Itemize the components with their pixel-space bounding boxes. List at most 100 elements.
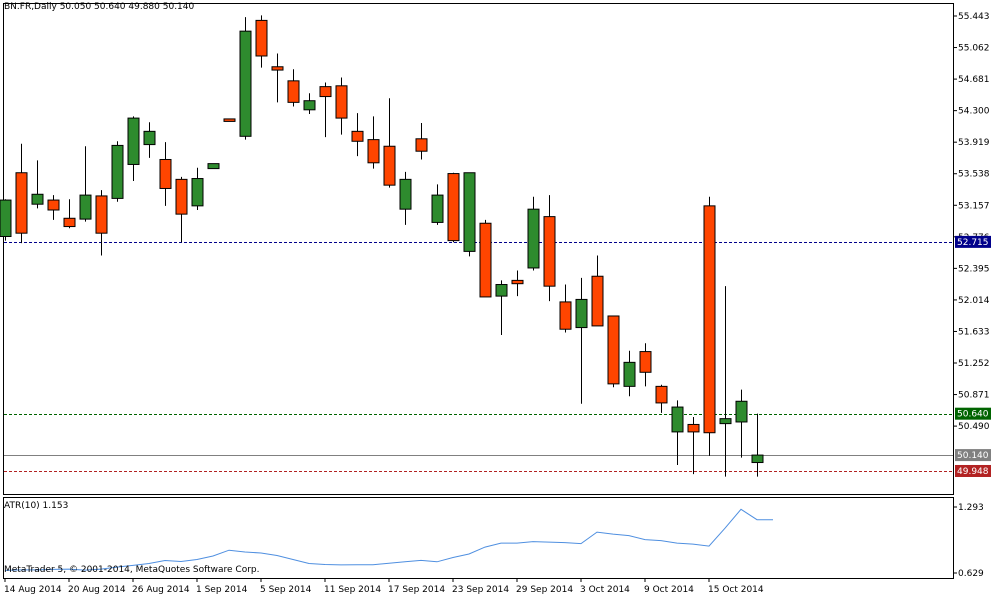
bear-candle-body	[655, 385, 668, 404]
candle[interactable]	[687, 416, 700, 475]
candle[interactable]	[703, 196, 716, 456]
bull-candle-body	[719, 418, 732, 425]
candle[interactable]	[0, 199, 12, 241]
candle[interactable]	[127, 116, 140, 182]
date-tick-label: 5 Sep 2014	[260, 585, 312, 595]
candle[interactable]	[463, 172, 476, 257]
candle[interactable]	[639, 343, 652, 387]
candle[interactable]	[495, 280, 508, 336]
price-tick-label: 54.300	[958, 107, 990, 117]
bear-candle-body	[159, 158, 172, 189]
candle[interactable]	[143, 122, 156, 158]
high-price-badge: 52.715	[955, 235, 991, 248]
candle[interactable]	[479, 219, 492, 298]
bear-candle-body	[47, 199, 60, 211]
candle[interactable]	[319, 82, 332, 138]
candle[interactable]	[287, 69, 300, 107]
bull-candle-body	[207, 163, 220, 170]
date-tick-label: 14 Aug 2014	[4, 585, 62, 595]
candle[interactable]	[255, 15, 268, 68]
candle[interactable]	[351, 113, 364, 157]
candle[interactable]	[735, 389, 748, 458]
bear-candle-body	[271, 66, 284, 71]
price-badge-bg	[955, 235, 991, 248]
candle[interactable]	[15, 143, 28, 244]
price-tick-label: 53.538	[958, 170, 990, 180]
price-tick-label: 53.919	[958, 138, 990, 148]
bull-candle-body	[495, 284, 508, 297]
candle[interactable]	[431, 184, 444, 225]
candle[interactable]	[47, 195, 60, 220]
bear-candle-body	[367, 139, 380, 164]
candle[interactable]	[31, 160, 44, 209]
bull-candle-body	[111, 144, 124, 199]
bear-candle-body	[95, 195, 108, 234]
price-badge-bg	[955, 449, 991, 462]
candle[interactable]	[191, 167, 204, 210]
date-tick-label: 20 Aug 2014	[68, 585, 126, 595]
candle[interactable]	[239, 17, 252, 140]
candle[interactable]	[79, 146, 92, 222]
bear-candle-body	[559, 301, 572, 330]
candle[interactable]	[655, 384, 668, 413]
date-tick-label: 23 Sep 2014	[452, 585, 509, 595]
bear-candle-body	[687, 423, 700, 433]
candle[interactable]	[719, 286, 732, 477]
candle[interactable]	[623, 350, 636, 397]
price-tick-label: 51.252	[958, 359, 990, 369]
candle[interactable]	[447, 172, 460, 243]
candle[interactable]	[559, 284, 572, 333]
close-price-badge: 50.140	[955, 449, 991, 462]
candle[interactable]	[335, 77, 348, 135]
candle[interactable]	[671, 400, 684, 466]
date-tick-label: 26 Aug 2014	[132, 585, 190, 595]
price-tick-label: 55.062	[958, 44, 990, 54]
bull-candle-body	[31, 193, 44, 205]
candle[interactable]	[607, 315, 620, 388]
candle[interactable]	[591, 255, 604, 327]
candle[interactable]	[111, 141, 124, 202]
atr-indicator-label: ATR(10) 1.153	[4, 501, 69, 511]
candle[interactable]	[303, 93, 316, 114]
price-badge-label: 50.640	[957, 410, 989, 420]
date-tick-label: 29 Sep 2014	[516, 585, 573, 595]
candle[interactable]	[271, 53, 284, 103]
candle[interactable]	[527, 196, 540, 271]
bear-candle-body	[351, 130, 364, 142]
candle[interactable]	[511, 270, 524, 297]
candle[interactable]	[223, 118, 236, 122]
bull-candle-body	[623, 361, 636, 387]
bull-candle-body	[575, 298, 588, 329]
date-tick-label: 1 Sep 2014	[196, 585, 248, 595]
candle[interactable]	[543, 195, 556, 302]
candle[interactable]	[415, 123, 428, 160]
candle[interactable]	[575, 277, 588, 404]
bull-candle-body	[751, 454, 764, 464]
bull-candle-body	[239, 30, 252, 137]
candle[interactable]	[367, 116, 380, 169]
copyright-text: MetaTrader 5, © 2001-2014, MetaQuotes So…	[4, 565, 260, 575]
bear-candle-body	[255, 19, 268, 57]
bull-candle-body	[303, 100, 316, 111]
bull-candle-body	[431, 194, 444, 223]
candle[interactable]	[383, 98, 396, 188]
candle[interactable]	[207, 163, 220, 170]
candle[interactable]	[159, 142, 172, 206]
main-pane-border	[3, 3, 954, 495]
price-tick-label: 50.490	[958, 422, 990, 432]
atr-pane-border	[3, 497, 954, 579]
candle[interactable]	[175, 176, 188, 243]
candle[interactable]	[63, 199, 76, 229]
bear-candle-body	[639, 351, 652, 373]
candle[interactable]	[399, 171, 412, 225]
price-tick-label: 55.443	[958, 12, 990, 22]
candle[interactable]	[95, 190, 108, 256]
candle[interactable]	[751, 413, 764, 477]
bull-candle-body	[463, 172, 476, 252]
bear-candle-body	[479, 222, 492, 298]
price-badge-label: 49.948	[957, 467, 989, 477]
bull-candle-body	[0, 199, 12, 237]
date-tick-label: 17 Sep 2014	[388, 585, 445, 595]
